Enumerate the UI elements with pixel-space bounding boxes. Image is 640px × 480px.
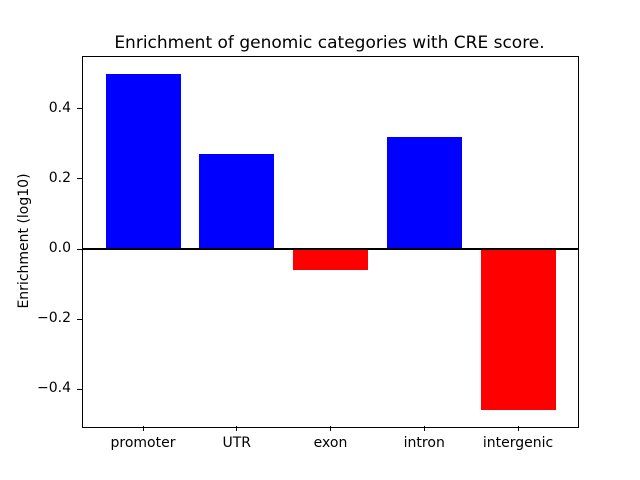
y-tick-label: −0.2 [37, 310, 71, 327]
y-tick-mark [77, 318, 82, 320]
bar-intron [386, 136, 462, 249]
y-tick-mark [77, 388, 82, 390]
chart-title: Enrichment of genomic categories with CR… [114, 33, 545, 53]
x-tick-label-promoter: promoter [110, 435, 176, 451]
y-tick-mark [77, 108, 82, 110]
x-tick-mark [236, 426, 238, 431]
y-tick-label: −0.4 [37, 380, 71, 397]
bar-intergenic [480, 249, 556, 411]
bar-UTR [199, 154, 275, 249]
x-tick-mark [142, 426, 144, 431]
bar-promoter [105, 73, 181, 249]
x-tick-label-intron: intron [403, 435, 445, 451]
y-tick-mark [77, 248, 82, 250]
y-tick-label: 0.0 [48, 240, 71, 256]
x-tick-mark [517, 426, 519, 431]
y-tick-label: 0.2 [48, 169, 71, 186]
x-tick-label-intergenic: intergenic [482, 435, 554, 451]
bar-exon [293, 249, 368, 271]
x-tick-mark [423, 426, 425, 431]
x-tick-label-exon: exon [313, 435, 348, 451]
y-tick-label: 0.4 [48, 99, 71, 116]
y-tick-mark [77, 178, 82, 180]
zero-line [83, 248, 578, 250]
x-tick-mark [330, 426, 331, 431]
x-tick-label-UTR: UTR [222, 435, 252, 451]
plot-area: 0.4 0.2 0.0 −0.2 −0.4 promoter UTR exon intron in… [37, 56, 579, 451]
